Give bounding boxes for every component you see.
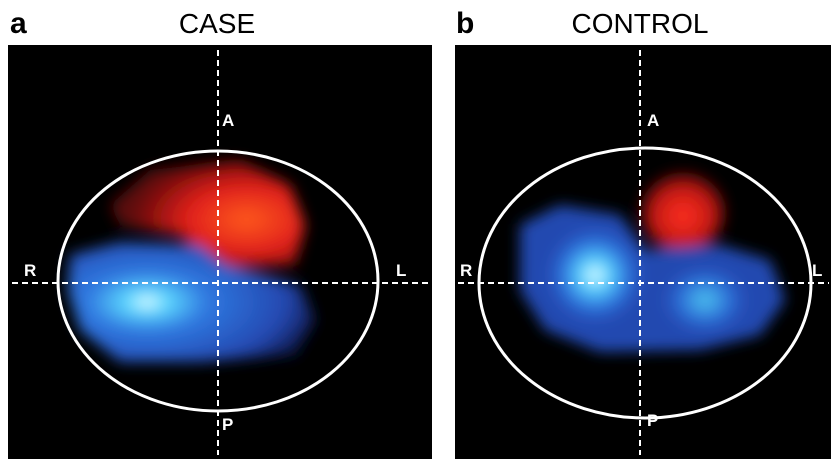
right-label: R [24,261,36,280]
anterior-label: A [222,111,234,130]
anterior-label: A [647,111,659,130]
panel-letter: a [10,7,27,40]
figure: a CASE A P R L b CONTROL A P R L [0,0,831,459]
posterior-label: P [222,415,233,434]
posterior-label: P [647,411,658,430]
panel-letter: b [456,7,474,40]
left-label: L [396,261,406,280]
panel-title: CONTROL [572,8,709,39]
panel-title: CASE [179,8,255,39]
left-label: L [812,261,822,280]
right-label: R [460,261,472,280]
